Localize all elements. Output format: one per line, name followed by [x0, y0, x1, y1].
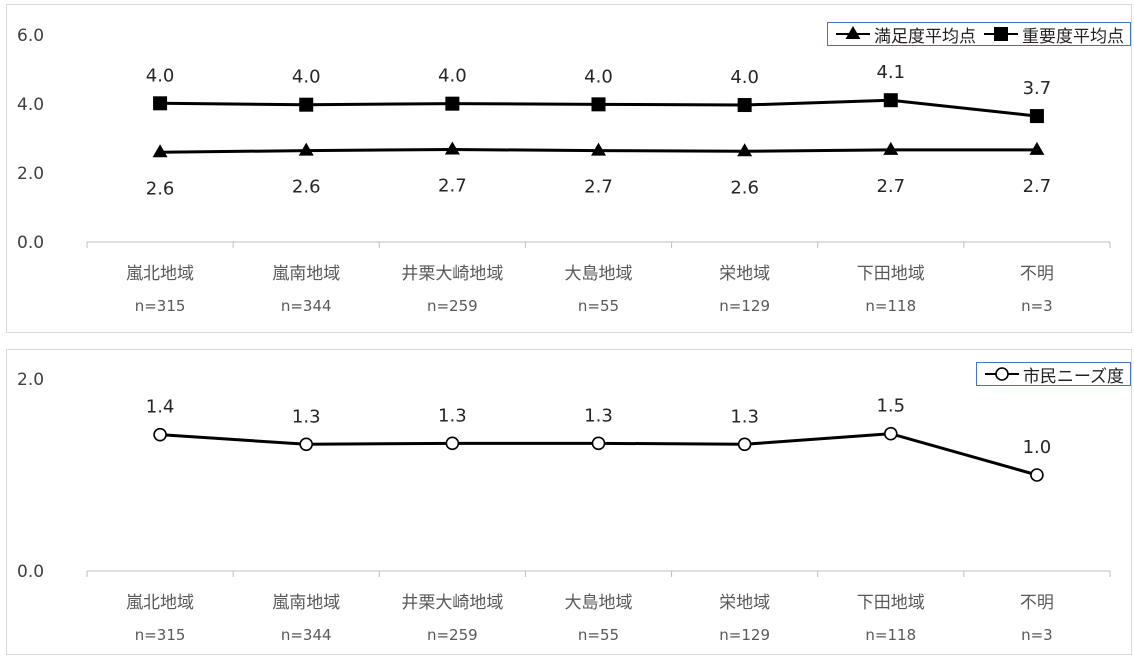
- x-sample-size-label: n=315: [135, 626, 186, 644]
- series-0-data-label: 1.3: [438, 405, 467, 426]
- series-1-point: [883, 93, 898, 108]
- series-1-point: [153, 96, 168, 111]
- legend-item-0: 満足度平均点: [836, 22, 976, 47]
- x-category-label: 嵐南地域: [272, 593, 340, 613]
- x-category-label: 嵐北地域: [126, 264, 194, 284]
- series-0-data-label: 2.7: [876, 176, 905, 197]
- series-0-point: [737, 143, 753, 157]
- x-sample-size-label: n=55: [578, 297, 619, 315]
- series-0-data-label: 1.3: [730, 406, 759, 427]
- x-sample-size-label: n=129: [719, 297, 770, 315]
- x-category-label: 大島地域: [565, 593, 633, 613]
- x-sample-size-label: n=344: [281, 626, 332, 644]
- series-0-point: [152, 144, 168, 158]
- x-category-label: 下田地域: [857, 593, 925, 613]
- chart-top: 0.0 2.0 4.0 6.0 嵐北地域 n=315 嵐南地域 n=344 井栗大崎地域 n=25…: [6, 4, 1132, 333]
- series-0-point: [298, 142, 314, 156]
- series-1-point: [1029, 109, 1044, 124]
- x-sample-size-label: n=118: [865, 626, 916, 644]
- x-sample-size-label: n=259: [427, 297, 478, 315]
- series-0-point: [883, 426, 898, 441]
- x-category-label: 井栗大崎地域: [401, 264, 503, 284]
- y-tick-label: 2.0: [17, 164, 44, 184]
- x-category-label: 不明: [1020, 593, 1054, 613]
- x-sample-size-label: n=315: [135, 297, 186, 315]
- series-0-data-label: 1.5: [876, 396, 905, 417]
- series-0-data-label: 1.4: [146, 397, 175, 418]
- legend-item-0: 市民ニーズ度: [984, 362, 1124, 387]
- series-0-point: [444, 141, 460, 155]
- legend-label-0: 市民ニーズ度: [1022, 366, 1124, 387]
- x-sample-size-label: n=3: [1021, 297, 1053, 315]
- x-sample-size-label: n=129: [719, 626, 770, 644]
- series-0-point: [591, 142, 606, 156]
- chart-bottom: 0.0 2.0 嵐北地域 n=315 嵐南地域 n=344 井栗大崎地域 n=259 大島地域 n…: [6, 349, 1132, 655]
- series-0-point: [445, 436, 460, 451]
- series-0-point: [1030, 468, 1044, 482]
- legend-swatch-0: [984, 367, 1019, 381]
- y-tick-label: 0.0: [17, 233, 44, 253]
- x-category-label: 下田地域: [857, 264, 925, 284]
- series-1-point: [591, 97, 606, 112]
- series-0-point: [299, 437, 314, 452]
- series-0-data-label: 2.7: [438, 176, 467, 197]
- y-tick-label: 6.0: [17, 26, 44, 46]
- series-0-data-label: 2.6: [146, 178, 175, 199]
- series-1-data-label: 3.7: [1023, 78, 1052, 99]
- series-1-data-label: 4.1: [876, 62, 905, 83]
- series-0-point: [153, 427, 167, 442]
- series-0-point: [737, 437, 752, 452]
- series-1-point: [445, 96, 460, 111]
- series-0-point: [883, 141, 899, 155]
- series-1-point: [737, 98, 752, 113]
- series-0-data-label: 2.6: [730, 177, 759, 198]
- legend-marker-1: [994, 27, 1008, 41]
- series-1-data-label: 4.0: [438, 66, 467, 87]
- series-0-data-label: 2.6: [292, 177, 321, 198]
- legend-label-1: 重要度平均点: [1022, 26, 1124, 47]
- series-1-data-label: 4.0: [146, 65, 175, 86]
- series-1-point: [299, 97, 314, 112]
- y-tick-label: 0.0: [17, 562, 44, 582]
- y-tick-label: 2.0: [17, 370, 44, 390]
- series-0-data-label: 2.7: [1023, 176, 1052, 197]
- x-category-label: 栄地域: [719, 264, 770, 284]
- series-1-data-label: 4.0: [292, 67, 321, 88]
- legend-label-0: 満足度平均点: [874, 26, 976, 47]
- x-category-label: 栄地域: [719, 593, 770, 613]
- series-0-data-label: 1.3: [292, 406, 321, 427]
- x-sample-size-label: n=118: [865, 297, 916, 315]
- x-sample-size-label: n=55: [578, 626, 619, 644]
- x-category-label: 嵐北地域: [126, 593, 194, 613]
- legend-marker-0: [995, 367, 1009, 381]
- series-0-data-label: 1.3: [584, 405, 613, 426]
- legend-item-1: 重要度平均点: [984, 22, 1124, 47]
- x-category-label: 井栗大崎地域: [401, 593, 503, 613]
- x-category-label: 不明: [1020, 264, 1054, 284]
- x-sample-size-label: n=344: [281, 297, 332, 315]
- series-0-data-label: 1.0: [1023, 437, 1052, 458]
- chart-bottom-legend: 市民ニーズ度: [975, 362, 1131, 387]
- chart-top-svg: 0.0 2.0 4.0 6.0 嵐北地域 n=315 嵐南地域 n=344 井栗大崎地域 n=25…: [17, 26, 1111, 315]
- x-category-label: 嵐南地域: [272, 264, 340, 284]
- series-1-data-label: 4.0: [730, 67, 759, 88]
- legend-swatch-1: [984, 27, 1018, 41]
- series-0-point: [591, 436, 606, 451]
- x-sample-size-label: n=259: [427, 626, 478, 644]
- series-0-data-label: 2.7: [584, 177, 613, 198]
- chart-bottom-svg: 0.0 2.0 嵐北地域 n=315 嵐南地域 n=344 井栗大崎地域 n=259 大島地域 n…: [17, 370, 1111, 644]
- chart-top-legend: 満足度平均点 重要度平均点: [827, 22, 1131, 47]
- legend-swatch-0: [836, 26, 870, 39]
- legend-marker-0: [845, 26, 861, 39]
- y-tick-label: 4.0: [17, 95, 44, 115]
- series-0-point: [1029, 141, 1045, 155]
- x-sample-size-label: n=3: [1021, 626, 1053, 644]
- series-1-data-label: 4.0: [584, 66, 613, 87]
- x-category-label: 大島地域: [565, 264, 633, 284]
